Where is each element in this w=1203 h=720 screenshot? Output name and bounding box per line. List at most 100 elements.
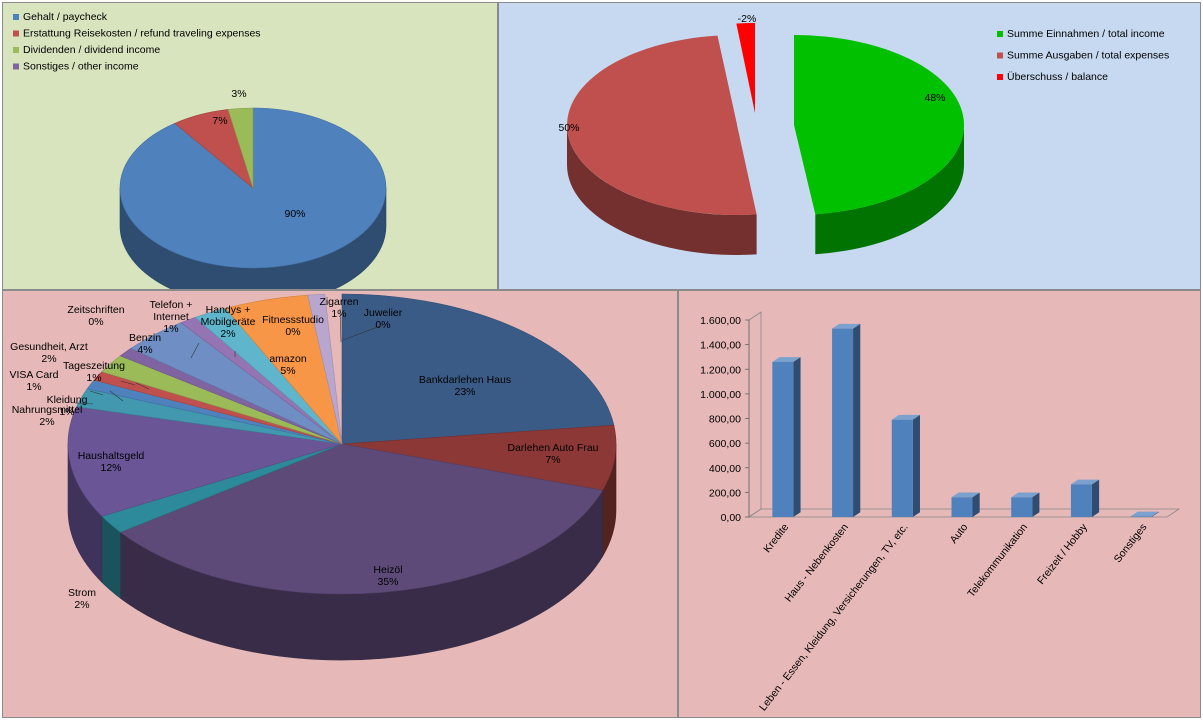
monthly-bar-telekommunikation bbox=[1011, 492, 1040, 517]
expenses-label-haushaltsgeld: Haushaltsgeld 12% bbox=[78, 450, 145, 474]
monthly-y-tick-label-2: 400,00 bbox=[709, 463, 741, 475]
income-data-labels: 90% 7% 3% bbox=[212, 88, 305, 220]
monthly-bar-side-freizeit-hobby bbox=[1091, 479, 1100, 517]
monthly-y-tick-label-4: 800,00 bbox=[709, 414, 741, 426]
income-pie-chart: Gehalt / paycheck Erstattung Reisekosten … bbox=[13, 11, 387, 289]
expenses-leader-line-7 bbox=[89, 390, 104, 396]
expenses-leader-line-8 bbox=[74, 402, 94, 405]
income-slice-dividenden-dividend-income bbox=[227, 107, 254, 189]
balance-label-expenses: 50% bbox=[558, 122, 579, 134]
monthly-bar-top-auto bbox=[951, 492, 980, 498]
expenses-label-strom: Strom 2% bbox=[68, 587, 96, 611]
income-legend-label-dividenden-dividend-income: Dividenden / dividend income bbox=[23, 44, 160, 56]
monthly-bar-front-sonstiges bbox=[1130, 516, 1152, 517]
expenses-label-bankdarlehen-haus: Bankdarlehen Haus 23% bbox=[419, 374, 511, 398]
expenses-slice-zigarren bbox=[307, 293, 343, 445]
balance-slice-side-summe-ausgaben-total-expenses bbox=[567, 125, 757, 255]
expenses-chart-panel: Bankdarlehen Haus 23% Darlehen Auto Frau 7%… bbox=[2, 290, 678, 718]
expenses-pie-chart: Bankdarlehen Haus 23% Darlehen Auto Frau 7%… bbox=[9, 293, 617, 661]
expenses-leader-line-2 bbox=[190, 342, 200, 359]
monthly-costs-chart-panel: 0,00 200,00 400,00 600,00 800,00 1.000,00 1.20… bbox=[678, 290, 1201, 718]
expenses-leader-line-6 bbox=[120, 380, 136, 386]
income-label-7: 7% bbox=[212, 115, 227, 127]
expenses-label-handys-mobilgerate: Handys + Mobilgeräte 2% bbox=[201, 304, 256, 340]
balance-slice-summe-ausgaben-total-expenses bbox=[567, 35, 757, 215]
monthly-x-label-telekommunikation: Telekommunikation bbox=[965, 521, 1030, 599]
balance-data-labels: 48% 50% -2% bbox=[558, 13, 945, 134]
income-slices bbox=[119, 107, 387, 289]
income-legend-marker-dividenden-dividend-income bbox=[13, 47, 19, 53]
monthly-bar-side-leben-essen-kleidung-versicherungen-tv-etc bbox=[912, 414, 920, 517]
monthly-bar-top-sonstiges bbox=[1130, 511, 1159, 517]
monthly-x-label-sonstiges: Sonstiges bbox=[1112, 521, 1150, 565]
income-label-90: 90% bbox=[284, 208, 305, 220]
monthly-y-tick-label-8: 1.600,00 bbox=[700, 315, 741, 327]
monthly-bar-side-kredite bbox=[793, 357, 801, 517]
monthly-bars bbox=[772, 323, 1159, 517]
income-legend-marker-erstattung-reisekosten-refund-traveling-expenses bbox=[13, 30, 19, 37]
expenses-slice-haushaltsgeld bbox=[67, 406, 343, 517]
balance-legend-label-summe-ausgaben-total-expenses: Summe Ausgaben / total expenses bbox=[1007, 50, 1169, 62]
monthly-y-tick-label-1: 200,00 bbox=[709, 487, 741, 499]
balance-label-income: 48% bbox=[924, 92, 945, 104]
monthly-bar-haus-nebenkosten bbox=[832, 323, 861, 517]
monthly-y-ticks: 0,00 200,00 400,00 600,00 800,00 1.000,00 1.20… bbox=[700, 315, 749, 524]
expenses-leader-lines bbox=[74, 308, 384, 405]
expenses-label-visa-card: VISA Card 1% bbox=[9, 369, 58, 393]
expenses-slice-darlehen-auto-frau bbox=[341, 424, 617, 491]
expenses-label-gesundheit-arzt: Gesundheit, Arzt 2% bbox=[10, 341, 88, 365]
balance-slice-uberschuss-balance bbox=[736, 23, 755, 113]
income-legend-marker-gehalt-paycheck bbox=[13, 14, 19, 20]
monthly-bar-side-auto bbox=[972, 492, 980, 517]
monthly-bar-top-haus-nebenkosten bbox=[832, 323, 861, 329]
expenses-slices bbox=[67, 293, 617, 661]
monthly-bar-top-leben-essen-kleidung-versicherungen-tv-etc bbox=[891, 414, 920, 420]
monthly-x-label-auto: Auto bbox=[948, 521, 971, 546]
expenses-label-amazon: amazon 5% bbox=[269, 353, 307, 377]
monthly-bar-top-kredite bbox=[772, 357, 801, 362]
monthly-bar-front-leben-essen-kleidung-versicherungen-tv-etc bbox=[891, 419, 913, 517]
monthly-axes bbox=[747, 311, 1181, 518]
expenses-label-tageszeitung: Tageszeitung 1% bbox=[63, 360, 125, 384]
balance-pie-chart: Summe Einnahmen / total income Summe Ausg… bbox=[558, 13, 1169, 255]
monthly-y-tick-label-7: 1.400,00 bbox=[700, 340, 741, 352]
expenses-leader-line-0 bbox=[109, 390, 124, 402]
expenses-label-fitnessstudio: Fitnessstudio 0% bbox=[262, 314, 324, 338]
income-label-3: 3% bbox=[231, 88, 246, 100]
monthly-bar-side-sonstiges bbox=[1151, 511, 1159, 517]
monthly-bar-front-auto bbox=[951, 497, 973, 517]
balance-label-balance: -2% bbox=[738, 13, 757, 25]
monthly-bar-front-freizeit-hobby bbox=[1070, 484, 1092, 517]
balance-legend-label-summe-einnahmen-total-income: Summe Einnahmen / total income bbox=[1007, 28, 1165, 40]
expenses-label-heizol: Heizöl 35% bbox=[373, 564, 402, 588]
monthly-bar-kredite bbox=[772, 357, 801, 517]
balance-legend-marker-summe-ausgaben-total-expenses bbox=[997, 52, 1003, 59]
balance-legend-label-uberschuss-balance: Überschuss / balance bbox=[1007, 71, 1108, 83]
expenses-leader-line-5 bbox=[342, 324, 384, 341]
monthly-bar-side-telekommunikation bbox=[1032, 492, 1040, 517]
monthly-side-wall bbox=[748, 311, 762, 518]
balance-slice-side-summe-einnahmen-total-income bbox=[815, 125, 964, 255]
income-legend-label-sonstiges-other-income: Sonstiges / other income bbox=[23, 61, 139, 73]
monthly-bar-front-kredite bbox=[772, 361, 794, 517]
expenses-leader-line-1 bbox=[135, 382, 150, 390]
monthly-bar-front-telekommunikation bbox=[1011, 497, 1033, 517]
balance-slice-summe-einnahmen-total-income bbox=[794, 35, 965, 215]
monthly-bar-auto bbox=[951, 492, 980, 517]
monthly-x-label-haus-nebenkosten: Haus - Nebenkosten bbox=[783, 521, 851, 604]
monthly-bar-top-freizeit-hobby bbox=[1070, 479, 1100, 485]
monthly-costs-bar-chart: 0,00 200,00 400,00 600,00 800,00 1.000,00 1.20… bbox=[700, 311, 1181, 713]
balance-legend: Summe Einnahmen / total income Summe Ausg… bbox=[997, 28, 1169, 83]
monthly-bar-front-haus-nebenkosten bbox=[832, 328, 854, 517]
expenses-label-nahrungsmittel: Nahrungsmittel 2% bbox=[12, 404, 83, 428]
monthly-y-tick-label-3: 600,00 bbox=[709, 438, 741, 450]
income-legend-label-gehalt-paycheck: Gehalt / paycheck bbox=[23, 11, 108, 23]
monthly-bar-freizeit-hobby bbox=[1070, 479, 1100, 517]
balance-legend-marker-summe-einnahmen-total-income bbox=[997, 31, 1003, 37]
balance-chart-panel: Summe Einnahmen / total income Summe Ausg… bbox=[498, 2, 1201, 290]
income-legend-label-erstattung-reisekosten-refund-traveling-expenses: Erstattung Reisekosten / refund travelin… bbox=[23, 28, 261, 40]
balance-legend-marker-uberschuss-balance bbox=[997, 74, 1003, 80]
monthly-bar-leben-essen-kleidung-versicherungen-tv-etc bbox=[891, 414, 920, 517]
income-legend-marker-sonstiges-other-income bbox=[13, 63, 19, 70]
expenses-leader-line-4 bbox=[339, 308, 342, 343]
